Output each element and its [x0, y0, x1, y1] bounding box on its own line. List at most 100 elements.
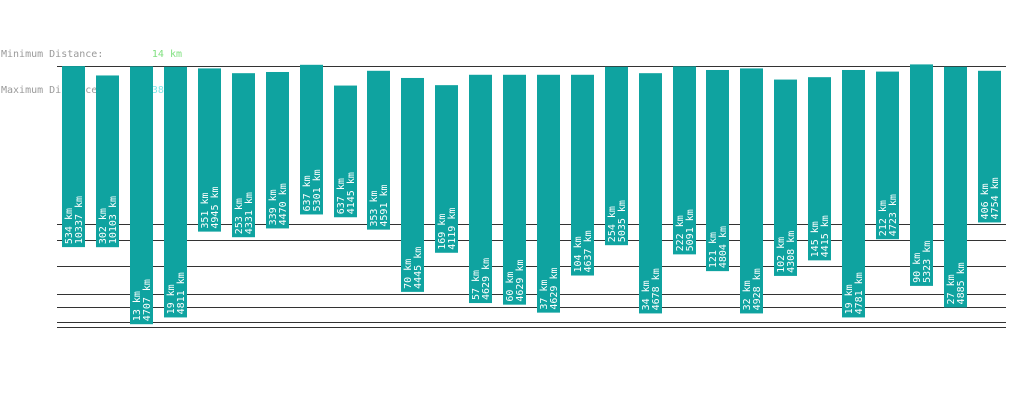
bar-group-14: 60 km 4629 km — [503, 74, 526, 305]
bar-group-9: 637 km 4145 km — [334, 85, 357, 218]
bar-16-top-label: 104 km — [573, 236, 584, 272]
bar-21-bottom-label: 4928 km — [752, 268, 763, 310]
bar-8 — [300, 64, 323, 215]
bar-group-10: 353 km 4591 km — [367, 70, 390, 230]
bar-15 — [537, 74, 560, 313]
bar-21-top-label: 32 km — [742, 280, 753, 310]
bar-5 — [198, 68, 221, 232]
bar-25-bottom-label: 4723 km — [888, 194, 899, 236]
bar-group-25: 212 km 4723 km — [876, 71, 899, 240]
bar-10-top-label: 353 km — [369, 190, 380, 226]
bar-9 — [334, 85, 357, 218]
bar-21 — [740, 68, 763, 314]
bar-6-bottom-label: 4331 km — [244, 192, 255, 234]
bar-3 — [130, 66, 153, 325]
bar-10-bottom-label: 4591 km — [379, 184, 390, 226]
bar-17-top-label: 254 km — [607, 206, 618, 242]
bar-19 — [673, 66, 696, 255]
bar-23 — [808, 77, 831, 261]
bar-group-20: 121 km 4804 km — [706, 69, 729, 272]
bar-20-bottom-label: 4804 km — [718, 226, 729, 268]
bar-11 — [401, 77, 424, 292]
bar-24 — [842, 69, 865, 318]
bar-23-bottom-label: 4415 km — [820, 215, 831, 257]
bar-28-bottom-label: 4754 km — [990, 177, 1001, 219]
bar-19-top-label: 222 km — [675, 215, 686, 251]
bar-25-top-label: 212 km — [878, 200, 889, 236]
bar-group-6: 253 km 4331 km — [232, 73, 255, 238]
min-distance-label: Minimum Distance: — [1, 49, 104, 60]
bar-1-top-label: 534 km — [64, 208, 75, 244]
bar-group-1: 534 km 10337 km — [62, 66, 85, 248]
bar-20 — [706, 69, 729, 272]
bar-6 — [232, 73, 255, 238]
bar-26-top-label: 90 km — [912, 253, 923, 283]
bar-2-bottom-label: 10103 km — [108, 196, 119, 244]
bar-group-15: 37 km 4629 km — [537, 74, 560, 313]
bar-8-top-label: 637 km — [302, 175, 313, 211]
bar-13-bottom-label: 4629 km — [481, 258, 492, 300]
bar-7-bottom-label: 4470 km — [278, 183, 289, 225]
bar-24-top-label: 19 km — [844, 284, 855, 314]
bar-19-bottom-label: 5091 km — [685, 209, 696, 251]
bar-group-5: 351 km 4945 km — [198, 68, 221, 232]
bar-9-bottom-label: 4145 km — [346, 172, 357, 214]
bar-10 — [367, 70, 390, 230]
min-distance-row: Minimum Distance: 14 km — [1, 49, 182, 61]
bar-16-bottom-label: 4637 km — [583, 230, 594, 272]
bar-1-bottom-label: 10337 km — [74, 196, 85, 244]
bar-group-17: 254 km 5035 km — [605, 66, 628, 246]
bar-group-12: 169 km 4119 km — [435, 85, 458, 253]
bar-28-top-label: 406 km — [980, 183, 991, 219]
bar-25 — [876, 71, 899, 240]
bar-11-bottom-label: 4445 km — [413, 247, 424, 289]
bar-group-22: 102 km 4308 km — [774, 79, 797, 276]
bar-15-top-label: 37 km — [539, 280, 550, 310]
bar-26 — [910, 64, 933, 286]
bar-group-16: 104 km 4637 km — [571, 74, 594, 276]
bar-2 — [96, 75, 119, 248]
bar-17-bottom-label: 5035 km — [617, 200, 628, 242]
bar-20-top-label: 121 km — [708, 232, 719, 268]
bar-13 — [469, 74, 492, 304]
bar-24-bottom-label: 4781 km — [854, 272, 865, 314]
bar-8-bottom-label: 5301 km — [312, 169, 323, 211]
bar-group-13: 57 km 4629 km — [469, 74, 492, 304]
bar-group-26: 90 km 5323 km — [910, 64, 933, 286]
bar-27-bottom-label: 4885 km — [956, 262, 967, 304]
bar-7 — [266, 71, 289, 229]
bar-group-11: 70 km 4445 km — [401, 77, 424, 292]
bar-4 — [164, 66, 187, 318]
bar-2-top-label: 302 km — [98, 208, 109, 244]
bar-5-top-label: 351 km — [200, 192, 211, 228]
bar-group-3: 13 km 4707 km — [130, 66, 153, 325]
bar-group-19: 222 km 5091 km — [673, 66, 696, 255]
bar-26-bottom-label: 5323 km — [922, 241, 933, 283]
bar-27 — [944, 66, 967, 308]
bar-3-bottom-label: 4707 km — [142, 279, 153, 321]
bar-group-4: 19 km 4811 km — [164, 66, 187, 318]
bar-27-top-label: 27 km — [946, 274, 957, 304]
bar-22-top-label: 102 km — [776, 237, 787, 273]
bar-11-top-label: 70 km — [403, 259, 414, 289]
bar-14 — [503, 74, 526, 305]
bar-12-bottom-label: 4119 km — [447, 208, 458, 250]
bar-group-2: 302 km 10103 km — [96, 75, 119, 248]
bar-22-bottom-label: 4308 km — [786, 231, 797, 273]
bar-3-top-label: 13 km — [132, 291, 143, 321]
bar-group-28: 406 km 4754 km — [978, 70, 1001, 223]
bar-13-top-label: 57 km — [471, 270, 482, 300]
bar-1 — [62, 66, 85, 248]
bar-18 — [639, 73, 662, 314]
bar-12 — [435, 85, 458, 253]
bar-12-top-label: 169 km — [437, 214, 448, 250]
bar-group-18: 34 km 4678 km — [639, 73, 662, 314]
bar-14-bottom-label: 4629 km — [515, 259, 526, 301]
bar-15-bottom-label: 4629 km — [549, 267, 560, 309]
bar-group-7: 339 km 4470 km — [266, 71, 289, 229]
bar-group-8: 637 km 5301 km — [300, 64, 323, 215]
bar-17 — [605, 66, 628, 246]
bar-group-23: 145 km 4415 km — [808, 77, 831, 261]
bar-7-top-label: 339 km — [268, 189, 279, 225]
bar-18-top-label: 34 km — [641, 280, 652, 310]
